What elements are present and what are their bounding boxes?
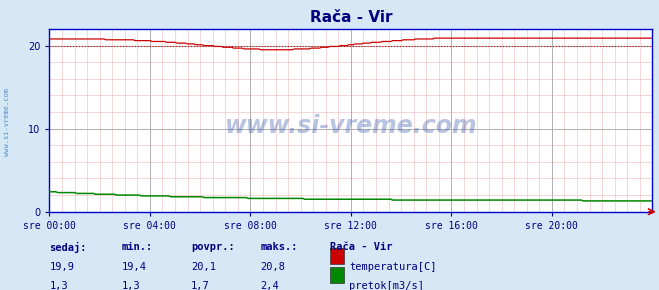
- Text: povpr.:: povpr.:: [191, 242, 235, 252]
- Text: 19,9: 19,9: [49, 262, 74, 272]
- Text: www.si-vreme.com: www.si-vreme.com: [225, 114, 477, 138]
- Text: sedaj:: sedaj:: [49, 242, 87, 253]
- Text: min.:: min.:: [122, 242, 153, 252]
- Title: Rača - Vir: Rača - Vir: [310, 10, 392, 25]
- Text: 2,4: 2,4: [260, 281, 279, 290]
- Text: 20,1: 20,1: [191, 262, 216, 272]
- Text: pretok[m3/s]: pretok[m3/s]: [349, 281, 424, 290]
- Text: www.si-vreme.com: www.si-vreme.com: [3, 88, 10, 156]
- Text: 19,4: 19,4: [122, 262, 147, 272]
- Text: 20,8: 20,8: [260, 262, 285, 272]
- Text: 1,3: 1,3: [122, 281, 140, 290]
- Text: maks.:: maks.:: [260, 242, 298, 252]
- Text: 1,7: 1,7: [191, 281, 210, 290]
- Text: Rača - Vir: Rača - Vir: [330, 242, 392, 252]
- Text: 1,3: 1,3: [49, 281, 68, 290]
- Text: temperatura[C]: temperatura[C]: [349, 262, 437, 272]
